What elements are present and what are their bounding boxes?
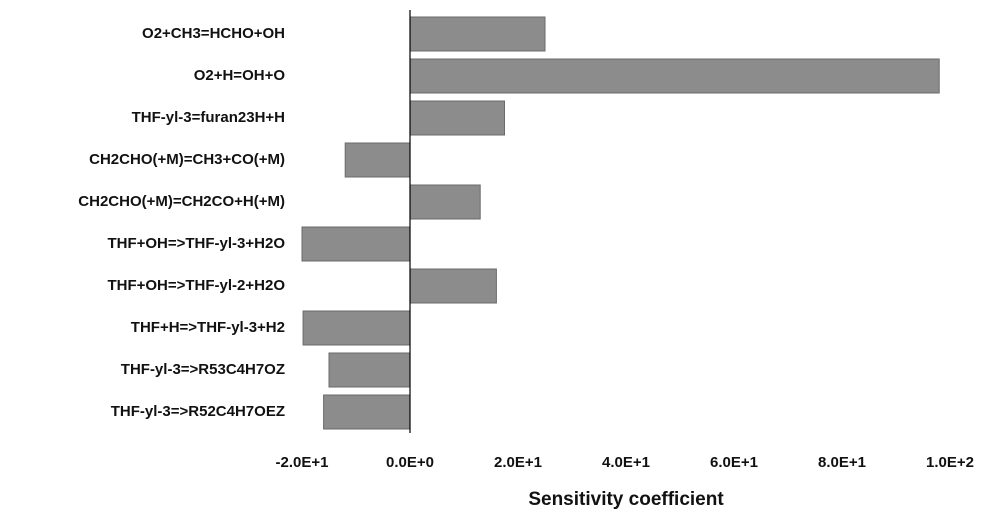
- bar: [409, 184, 481, 220]
- y-tick-label: THF-yl-3=furan23H+H: [132, 109, 285, 126]
- y-tick-label: O2+CH3=HCHO+OH: [142, 25, 285, 42]
- y-tick-label: THF+OH=>THF-yl-2+H2O: [107, 277, 285, 294]
- x-tick-label: 0.0E+0: [386, 454, 434, 471]
- y-tick-label: CH2CHO(+M)=CH2CO+H(+M): [78, 193, 285, 210]
- y-tick-label: CH2CHO(+M)=CH3+CO(+M): [89, 151, 285, 168]
- bar: [409, 16, 546, 52]
- bar: [344, 142, 411, 178]
- bar: [323, 394, 411, 430]
- bar: [409, 268, 497, 304]
- x-tick-label: 8.0E+1: [818, 454, 866, 471]
- x-axis-title: Sensitivity coefficient: [528, 489, 724, 510]
- x-tick-label: 4.0E+1: [602, 454, 650, 471]
- bar: [409, 58, 940, 94]
- bar: [301, 226, 411, 262]
- x-tick-label: 1.0E+2: [926, 454, 974, 471]
- y-tick-label: THF-yl-3=>R53C4H7OZ: [121, 361, 285, 378]
- y-tick-label: O2+H=OH+O: [194, 67, 286, 84]
- bar: [409, 100, 505, 136]
- bar: [302, 310, 411, 346]
- y-tick-label: THF-yl-3=>R52C4H7OEZ: [111, 403, 285, 420]
- x-tick-label: -2.0E+1: [276, 454, 329, 471]
- x-tick-label: 2.0E+1: [494, 454, 542, 471]
- y-tick-label: THF+OH=>THF-yl-3+H2O: [107, 235, 285, 252]
- bar: [328, 352, 411, 388]
- x-tick-label: 6.0E+1: [710, 454, 758, 471]
- y-tick-label: THF+H=>THF-yl-3+H2: [131, 319, 285, 336]
